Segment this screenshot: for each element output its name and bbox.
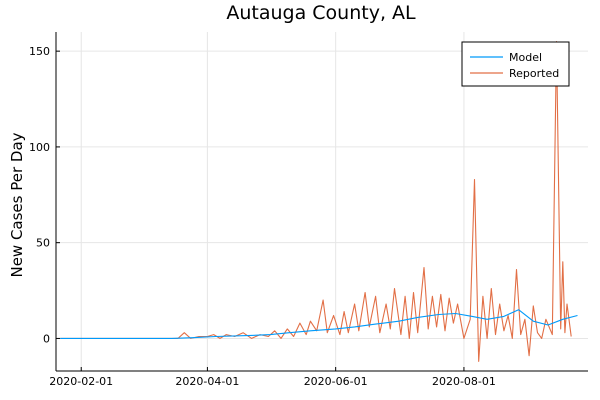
series-line-model (60, 309, 578, 339)
series-layer (60, 41, 578, 362)
x-tick-label: 2020-08-01 (432, 375, 496, 388)
legend-model-label: Model (509, 51, 542, 64)
y-tick-label: 150 (29, 45, 50, 58)
legend-box (461, 41, 570, 87)
series-line-reported (60, 41, 572, 362)
x-tick-label: 2020-02-01 (49, 375, 113, 388)
x-tick-label: 2020-06-01 (304, 375, 368, 388)
y-tick-label: 0 (43, 332, 50, 345)
y-tick-label: 50 (36, 237, 50, 250)
x-tick-label: 2020-04-01 (175, 375, 239, 388)
chart-title: Autauga County, AL (226, 2, 416, 24)
axes: 2020-02-01 2020-04-01 2020-06-01 2020-08-01… (29, 32, 588, 388)
y-axis-label: New Cases Per Day (8, 132, 26, 277)
legend-reported-label: Reported (509, 67, 559, 80)
y-tick-label: 100 (29, 141, 50, 154)
legend: Model Reported (461, 41, 570, 87)
